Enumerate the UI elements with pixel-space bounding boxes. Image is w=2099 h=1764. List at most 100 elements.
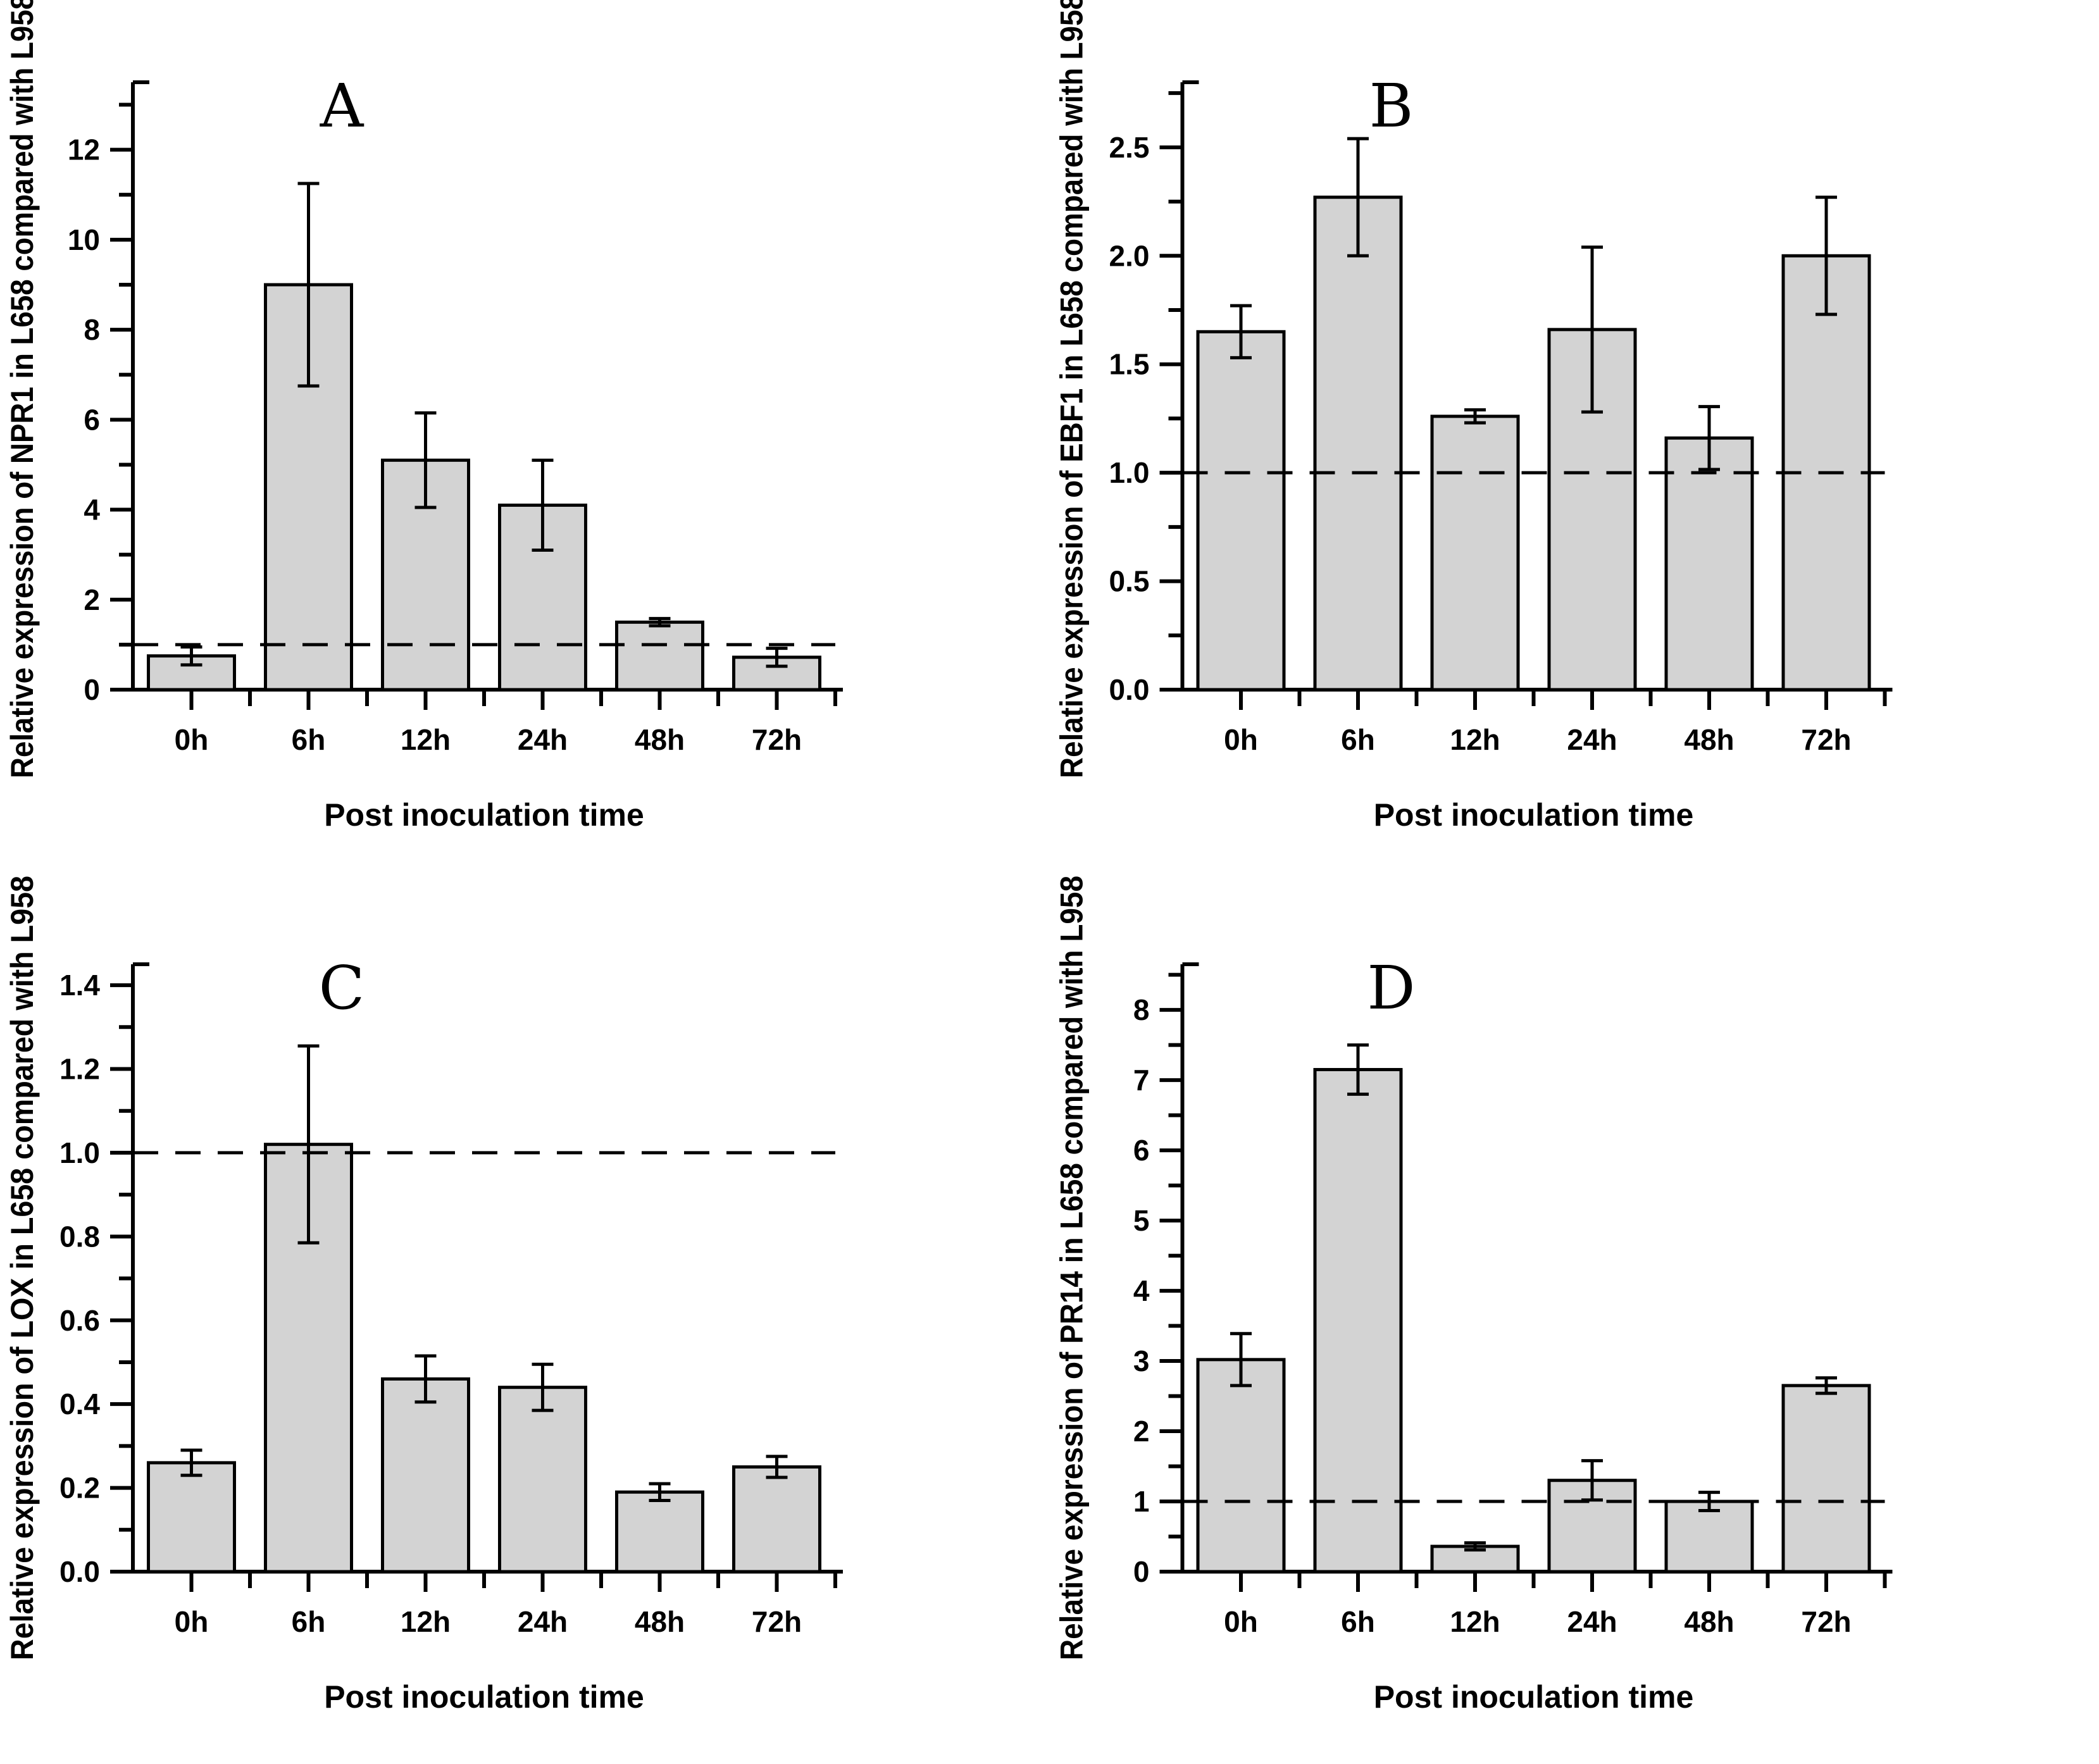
error-bar-0h — [180, 1448, 202, 1477]
bar-0h — [1196, 1358, 1286, 1574]
y-tick-label: 8 — [84, 313, 100, 346]
panel-chart: Relative expression of PR14 in L658 comp… — [1054, 876, 1893, 1715]
x-tick-label: 48h — [635, 1605, 685, 1638]
y-tick-label: 4 — [1133, 1274, 1150, 1307]
y-tick-label: 1 — [1133, 1485, 1150, 1518]
error-bar-48h — [649, 1482, 671, 1502]
x-tick-label: 48h — [1684, 1605, 1734, 1638]
error-bar-72h — [766, 1455, 788, 1479]
bar-6h — [1313, 1067, 1403, 1574]
bar-12h — [1430, 414, 1520, 692]
x-tick-label: 24h — [1567, 1605, 1617, 1638]
error-bar-6h — [1347, 137, 1369, 258]
x-axis-title: Post inoculation time — [1374, 797, 1694, 833]
bar-48h — [1664, 436, 1754, 692]
panel-letter: B — [1369, 71, 1414, 141]
bar-6h — [1313, 196, 1403, 692]
y-tick-label: 2 — [1133, 1415, 1150, 1448]
x-tick-label: 6h — [1341, 1605, 1375, 1638]
panel-letter: A — [320, 71, 364, 141]
error-bar-24h — [532, 458, 554, 552]
panel-c: Relative expression of LOX in L658 compa… — [0, 876, 1049, 1764]
y-tick-label: 0.4 — [59, 1388, 100, 1420]
error-bar-6h — [1347, 1043, 1369, 1096]
x-tick-label: 6h — [1341, 723, 1375, 756]
error-bar-0h — [1230, 304, 1252, 359]
y-tick-label: 7 — [1133, 1064, 1150, 1096]
y-tick-label: 0.0 — [1109, 673, 1150, 706]
x-tick-label: 24h — [518, 723, 568, 756]
y-tick-label: 2 — [84, 583, 100, 616]
x-tick-label: 6h — [292, 1605, 326, 1638]
error-bar-72h — [1816, 1376, 1837, 1395]
error-bar-48h — [649, 617, 671, 628]
y-tick-label: 1.5 — [1109, 348, 1150, 381]
x-tick-label: 0h — [175, 723, 209, 756]
panel-letter: D — [1367, 953, 1415, 1023]
y-tick-label: 1.2 — [59, 1053, 100, 1086]
bar-48h — [615, 1490, 704, 1574]
x-tick-label: 0h — [1224, 1605, 1258, 1638]
error-bar-24h — [1581, 245, 1603, 414]
y-axis-title: Relative expression of LOX in L658 compa… — [4, 876, 40, 1660]
y-axis-title: Relative expression of PR14 in L658 comp… — [1054, 876, 1090, 1660]
error-bar-72h — [766, 647, 788, 668]
x-tick-label: 12h — [401, 723, 451, 756]
y-tick-label: 2.0 — [1109, 239, 1150, 272]
error-bar-12h — [1464, 1541, 1486, 1552]
x-tick-label: 0h — [175, 1605, 209, 1638]
y-tick-label: 6 — [1133, 1134, 1150, 1167]
y-tick-label: 3 — [1133, 1345, 1150, 1377]
bar-72h — [1781, 1384, 1871, 1574]
y-tick-label: 4 — [84, 494, 100, 526]
y-axis-title: Relative expression of NPR1 in L658 comp… — [4, 0, 40, 778]
y-tick-label: 0.5 — [1109, 565, 1150, 598]
y-tick-label: 8 — [1133, 993, 1150, 1026]
y-tick-label: 0 — [1133, 1555, 1150, 1588]
error-bar-48h — [1698, 1491, 1720, 1512]
error-bar-24h — [1581, 1459, 1603, 1502]
y-tick-label: 5 — [1133, 1204, 1150, 1237]
x-tick-label: 48h — [635, 723, 685, 756]
x-tick-label: 72h — [1801, 1605, 1851, 1638]
x-tick-label: 72h — [1801, 723, 1851, 756]
panel-a: Relative expression of NPR1 in L658 comp… — [0, 0, 1049, 882]
x-tick-label: 6h — [292, 723, 326, 756]
y-tick-label: 0.2 — [59, 1472, 100, 1505]
bar-48h — [1664, 1500, 1754, 1574]
error-bar-12h — [1464, 408, 1486, 425]
bar-24h — [498, 1386, 587, 1574]
panel-letter: C — [319, 953, 365, 1023]
panel-chart: Relative expression of NPR1 in L658 comp… — [4, 0, 843, 833]
error-bar-0h — [1230, 1332, 1252, 1388]
error-bar-24h — [532, 1362, 554, 1412]
y-tick-label: 12 — [68, 134, 100, 166]
y-tick-label: 0.8 — [59, 1220, 100, 1253]
bar-48h — [615, 620, 704, 692]
x-tick-label: 12h — [1450, 723, 1500, 756]
error-bar-0h — [180, 645, 202, 667]
panel-d: Relative expression of PR14 in L658 comp… — [1049, 876, 2099, 1764]
error-bar-12h — [414, 411, 437, 509]
panel-b: Relative expression of EBF1 in L658 comp… — [1049, 0, 2099, 882]
x-tick-label: 0h — [1224, 723, 1258, 756]
x-axis-title: Post inoculation time — [324, 797, 644, 833]
bar-0h — [1196, 330, 1286, 692]
x-tick-label: 12h — [401, 1605, 451, 1638]
error-bar-12h — [414, 1354, 437, 1404]
bar-0h — [147, 1461, 236, 1574]
y-axis-title: Relative expression of EBF1 in L658 comp… — [1054, 0, 1090, 778]
y-tick-label: 2.5 — [1109, 131, 1150, 164]
x-tick-label: 48h — [1684, 723, 1734, 756]
y-tick-label: 0.6 — [59, 1304, 100, 1337]
error-bar-6h — [297, 1044, 320, 1245]
x-tick-label: 72h — [752, 723, 802, 756]
error-bar-6h — [297, 182, 320, 388]
x-tick-label: 24h — [1567, 723, 1617, 756]
y-tick-label: 1.0 — [59, 1136, 100, 1169]
panel-chart: Relative expression of EBF1 in L658 comp… — [1054, 0, 1893, 833]
y-tick-label: 0 — [84, 673, 100, 706]
y-tick-label: 6 — [84, 403, 100, 436]
